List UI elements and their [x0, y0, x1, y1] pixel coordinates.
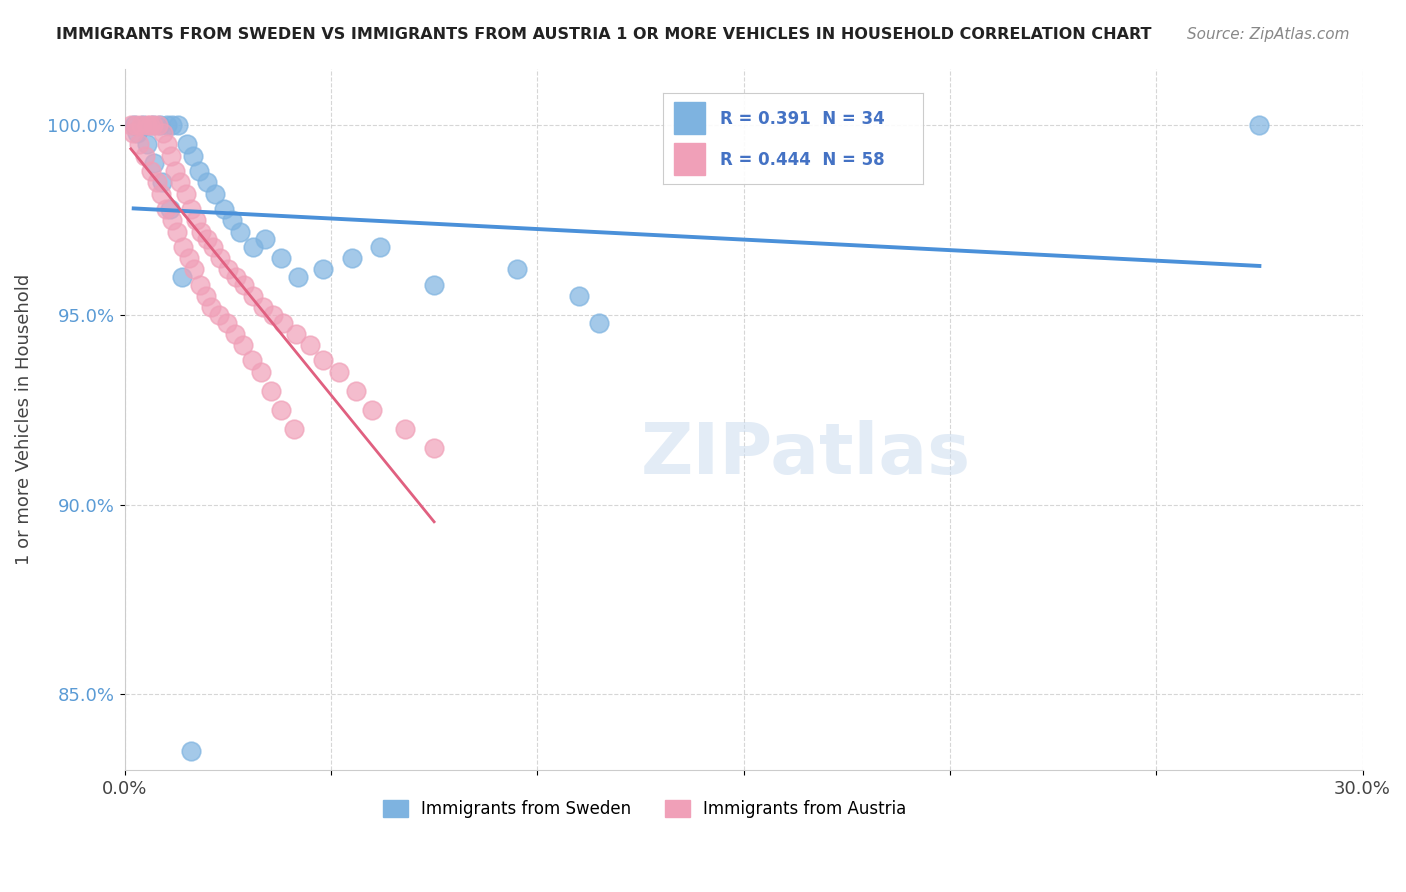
Point [128, 137, 150, 152]
Legend: Immigrants from Sweden, Immigrants from Austria: Immigrants from Sweden, Immigrants from … [377, 793, 912, 825]
Point [129, 119, 152, 133]
Point [136, 119, 159, 133]
Point [505, 262, 527, 277]
Point [423, 277, 446, 292]
Point [190, 225, 212, 239]
Point [181, 149, 204, 163]
Point [160, 213, 183, 227]
Point [142, 119, 165, 133]
Point [177, 251, 200, 265]
Point [146, 175, 169, 189]
Point [195, 232, 218, 246]
Point [253, 232, 276, 246]
Point [225, 270, 247, 285]
Point [202, 240, 225, 254]
Point [176, 137, 198, 152]
Point [160, 119, 183, 133]
Point [588, 316, 610, 330]
Point [299, 338, 322, 352]
Point [188, 277, 211, 292]
Point [159, 202, 181, 216]
Point [208, 308, 231, 322]
Point [134, 149, 156, 163]
Point [180, 202, 202, 216]
Point [120, 119, 142, 133]
Point [132, 119, 155, 133]
Point [155, 202, 177, 216]
Point [229, 225, 252, 239]
Point [159, 149, 181, 163]
Point [215, 316, 238, 330]
Point [221, 213, 243, 227]
Point [567, 289, 589, 303]
Point [200, 301, 222, 315]
Point [270, 251, 292, 265]
Point [370, 240, 392, 254]
Point [312, 262, 335, 277]
Point [172, 270, 194, 285]
Point [204, 186, 226, 201]
Point [287, 270, 309, 285]
Point [233, 277, 256, 292]
Point [344, 384, 367, 398]
Point [141, 164, 163, 178]
Point [283, 422, 305, 436]
Point [262, 308, 284, 322]
Point [232, 338, 254, 352]
Point [180, 744, 202, 758]
Point [284, 326, 307, 341]
Y-axis label: 1 or more Vehicles in Household: 1 or more Vehicles in Household [15, 274, 32, 565]
Point [149, 119, 172, 133]
Point [1249, 119, 1271, 133]
Point [217, 262, 239, 277]
Point [394, 422, 416, 436]
Point [166, 225, 188, 239]
Point [249, 365, 271, 379]
Point [169, 175, 191, 189]
Point [172, 240, 194, 254]
Point [212, 202, 235, 216]
Point [260, 384, 283, 398]
Point [139, 119, 162, 133]
Point [156, 119, 179, 133]
Point [195, 175, 218, 189]
Point [183, 262, 205, 277]
Point [143, 156, 166, 170]
Point [328, 365, 350, 379]
Point [252, 301, 274, 315]
Point [361, 402, 384, 417]
Point [148, 119, 170, 133]
Point [149, 186, 172, 201]
Point [240, 353, 263, 368]
Text: ZIPatlas: ZIPatlas [640, 420, 970, 489]
Text: IMMIGRANTS FROM SWEDEN VS IMMIGRANTS FROM AUSTRIA 1 OR MORE VEHICLES IN HOUSEHOL: IMMIGRANTS FROM SWEDEN VS IMMIGRANTS FRO… [56, 27, 1152, 42]
Point [142, 119, 165, 133]
Point [187, 164, 209, 178]
Point [242, 289, 264, 303]
Point [152, 126, 174, 140]
Text: Source: ZipAtlas.com: Source: ZipAtlas.com [1187, 27, 1350, 42]
Point [125, 126, 148, 140]
Point [270, 402, 292, 417]
Point [340, 251, 363, 265]
Point [122, 119, 145, 133]
Point [167, 119, 190, 133]
Point [224, 326, 246, 341]
Point [242, 240, 264, 254]
Point [136, 137, 159, 152]
Point [125, 119, 148, 133]
Point [163, 164, 186, 178]
Point [150, 175, 173, 189]
Point [195, 289, 218, 303]
Point [208, 251, 231, 265]
Point [273, 316, 295, 330]
Point [121, 126, 143, 140]
Point [423, 441, 446, 455]
Point [312, 353, 335, 368]
Point [174, 186, 197, 201]
Point [184, 213, 207, 227]
Point [156, 137, 179, 152]
